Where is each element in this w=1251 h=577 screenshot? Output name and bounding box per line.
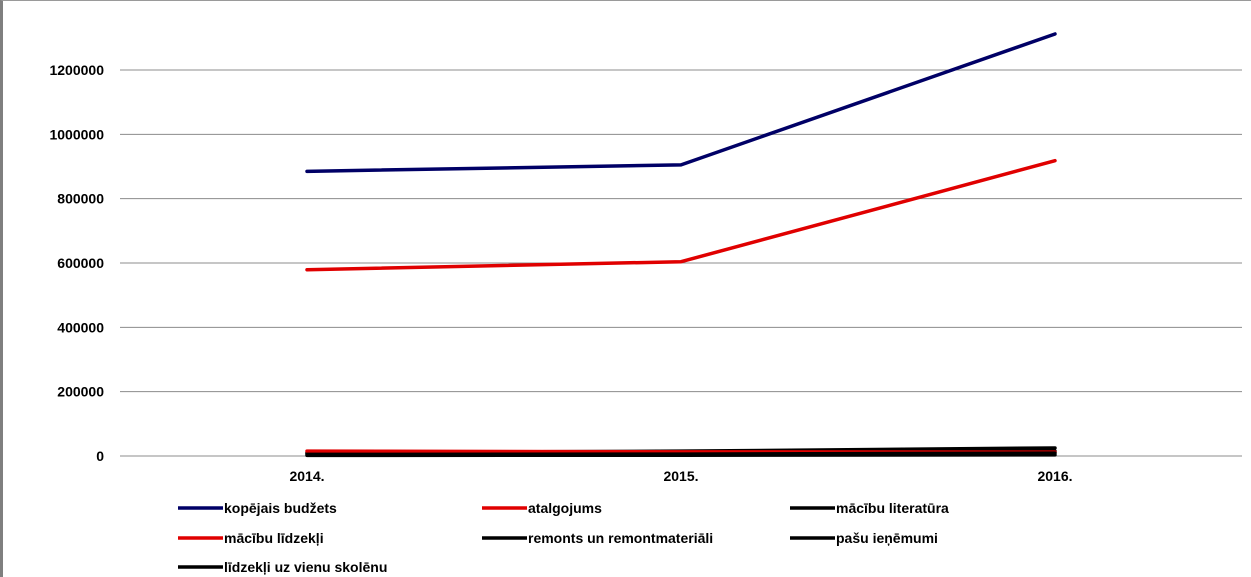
y-tick-label: 600000 xyxy=(57,255,104,271)
y-tick-label: 0 xyxy=(96,448,104,464)
x-tick-label: 2015. xyxy=(663,468,698,484)
y-axis-ticks: 0 200000 400000 600000 800000 1000000 1200000 xyxy=(49,62,104,464)
legend-label: mācību līdzekļi xyxy=(224,530,324,546)
series-lines xyxy=(305,32,1057,458)
y-tick-label: 200000 xyxy=(57,384,104,400)
series-line xyxy=(305,451,1057,457)
x-tick-label: 2014. xyxy=(289,468,324,484)
legend-label: kopējais budžets xyxy=(224,500,337,516)
series-line xyxy=(305,32,1057,174)
y-tick-label: 1000000 xyxy=(49,126,104,142)
series-line xyxy=(305,158,1057,272)
legend-label: remonts un remontmateriāli xyxy=(528,530,713,546)
legend-label: pašu ieņēmumi xyxy=(836,530,938,546)
y-tick-label: 800000 xyxy=(57,191,104,207)
x-axis-ticks: 2014. 2015. 2016. xyxy=(289,468,1072,484)
y-tick-label: 400000 xyxy=(57,319,104,335)
legend-label: līdzekļi uz vienu skolēnu xyxy=(224,559,387,575)
legend-label: atalgojums xyxy=(528,500,602,516)
legend-label: mācību literatūra xyxy=(836,500,949,516)
y-tick-label: 1200000 xyxy=(49,62,104,78)
x-tick-label: 2016. xyxy=(1037,468,1072,484)
legend: kopējais budžets atalgojums mācību literat… xyxy=(178,500,949,575)
